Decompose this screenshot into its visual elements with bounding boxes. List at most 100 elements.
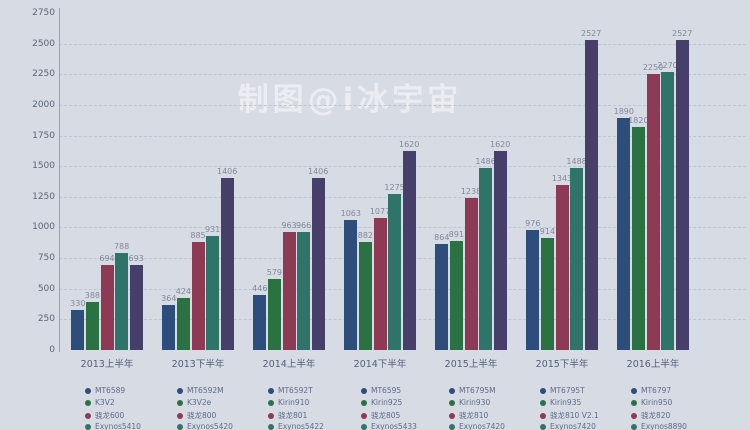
bar-value-label: 424 (175, 287, 192, 297)
legend-marker-icon (177, 423, 183, 430)
bar-purple (311, 177, 325, 350)
gridline (59, 258, 746, 260)
legend-item-label: Kirin910 (278, 398, 310, 407)
bar-crimson (464, 198, 478, 350)
bar-value-label: 1620 (490, 140, 511, 150)
legend-item: MT6595 (361, 386, 401, 395)
legend-item-label: MT6592M (187, 386, 224, 395)
legend-item: Exynos8890 (631, 422, 687, 430)
legend-item-label: Exynos7420 (459, 422, 505, 430)
bar-green (540, 237, 554, 350)
y-axis-tick-label: 2750 (32, 8, 55, 18)
legend-marker-icon (631, 412, 637, 419)
legend-item: Exynos5410 (85, 422, 141, 430)
bar-teal (297, 231, 311, 350)
bar-purple (129, 265, 143, 350)
bar-value-label: 1488 (566, 156, 587, 166)
bar-blue (253, 295, 267, 350)
legend-item-label: Exynos5433 (371, 422, 417, 430)
bar-value-label: 2270 (657, 60, 678, 70)
legend-marker-icon (85, 399, 91, 406)
bar-value-label: 1820 (628, 115, 649, 125)
y-axis-tick-label: 0 (49, 345, 55, 355)
bar-teal (479, 167, 493, 350)
legend-marker-icon (268, 423, 274, 430)
legend-item: 骁龙810 V2.1 (540, 410, 599, 421)
gridline (59, 43, 746, 45)
y-axis-tick-label: 750 (37, 253, 55, 264)
legend-item-label: 骁龙600 (95, 411, 125, 420)
bar-value-label: 891 (448, 229, 465, 239)
x-axis-category-label: 2014上半年 (262, 359, 316, 370)
bar-value-label: 693 (128, 254, 144, 264)
bar-green (267, 279, 281, 350)
legend-marker-icon (361, 387, 367, 394)
legend-item-label: MT6595 (371, 386, 402, 395)
legend-marker-icon (268, 399, 274, 406)
bar-blue (162, 305, 176, 350)
legend-item-label: MT6592T (278, 386, 313, 395)
legend-marker-icon (540, 387, 546, 394)
legend-item: Exynos5433 (361, 422, 417, 430)
bar-value-label: 864 (434, 233, 450, 243)
bar-teal (388, 193, 402, 350)
x-axis-category-label: 2013上半年 (80, 359, 134, 370)
bar-value-label: 1406 (308, 166, 329, 176)
legend-item-label: Kirin925 (371, 398, 403, 407)
legend-item: Exynos7420 (540, 422, 596, 430)
bar-blue (71, 309, 85, 350)
bar-value-label: 882 (357, 230, 374, 240)
x-axis-category-label: 2016上半年 (626, 359, 680, 370)
legend-item-label: 骁龙801 (278, 411, 308, 420)
legend-item-label: 骁龙810 (459, 411, 489, 420)
bar-green (85, 302, 99, 350)
bar-value-label: 2527 (672, 29, 693, 39)
legend-item: Exynos7420 (449, 422, 505, 430)
bar-blue (526, 230, 540, 350)
legend-item-label: 骁龙800 (187, 411, 217, 420)
bar-crimson (373, 218, 387, 350)
bar-value-label: 1406 (217, 166, 238, 176)
legend-item-label: 骁龙805 (371, 411, 401, 420)
legend-item: 骁龙801 (268, 410, 307, 421)
x-axis-category-label: 2014下半年 (353, 359, 407, 370)
legend-item: MT6795M (449, 386, 496, 395)
y-axis-tick-label: 2000 (32, 99, 55, 110)
legend-marker-icon (361, 399, 367, 406)
gridline (59, 288, 746, 290)
legend-item: Kirin910 (268, 398, 309, 407)
legend-item: MT6797 (631, 386, 671, 395)
legend-item: Kirin935 (540, 398, 581, 407)
bar-teal (206, 235, 220, 350)
legend-item: Exynos5420 (177, 422, 233, 430)
y-axis-tick-label: 250 (37, 314, 55, 325)
legend-marker-icon (177, 412, 183, 419)
bar-value-label: 388 (84, 291, 101, 301)
bar-blue (617, 118, 631, 350)
legend-item: Exynos5422 (268, 422, 324, 430)
bar-value-label: 931 (204, 224, 221, 234)
gridline (59, 319, 746, 321)
legend-item-label: Exynos7420 (550, 422, 596, 430)
bar-crimson (646, 74, 660, 350)
bar-green (358, 241, 372, 350)
legend-item-label: 骁龙820 (641, 411, 671, 420)
legend-item-label: Kirin935 (550, 398, 582, 407)
legend-marker-icon (540, 423, 546, 430)
legend-item: Kirin930 (449, 398, 490, 407)
y-axis-tick-label: 500 (37, 283, 55, 294)
bar-value-label: 914 (539, 226, 556, 236)
legend-marker-icon (177, 387, 183, 394)
bar-crimson (555, 185, 569, 350)
legend-marker-icon (540, 399, 546, 406)
legend-item-label: K3V2 (95, 398, 115, 407)
y-axis-tick-label: 2250 (32, 69, 55, 80)
bar-value-label: 885 (190, 230, 206, 240)
gridline (59, 104, 746, 106)
y-axis-tick-label: 1750 (32, 130, 55, 141)
bar-value-label: 976 (525, 219, 541, 229)
bar-teal (661, 71, 675, 350)
y-axis-tick-label: 1250 (32, 191, 55, 202)
legend-marker-icon (449, 399, 455, 406)
bar-value-label: 330 (70, 298, 86, 308)
